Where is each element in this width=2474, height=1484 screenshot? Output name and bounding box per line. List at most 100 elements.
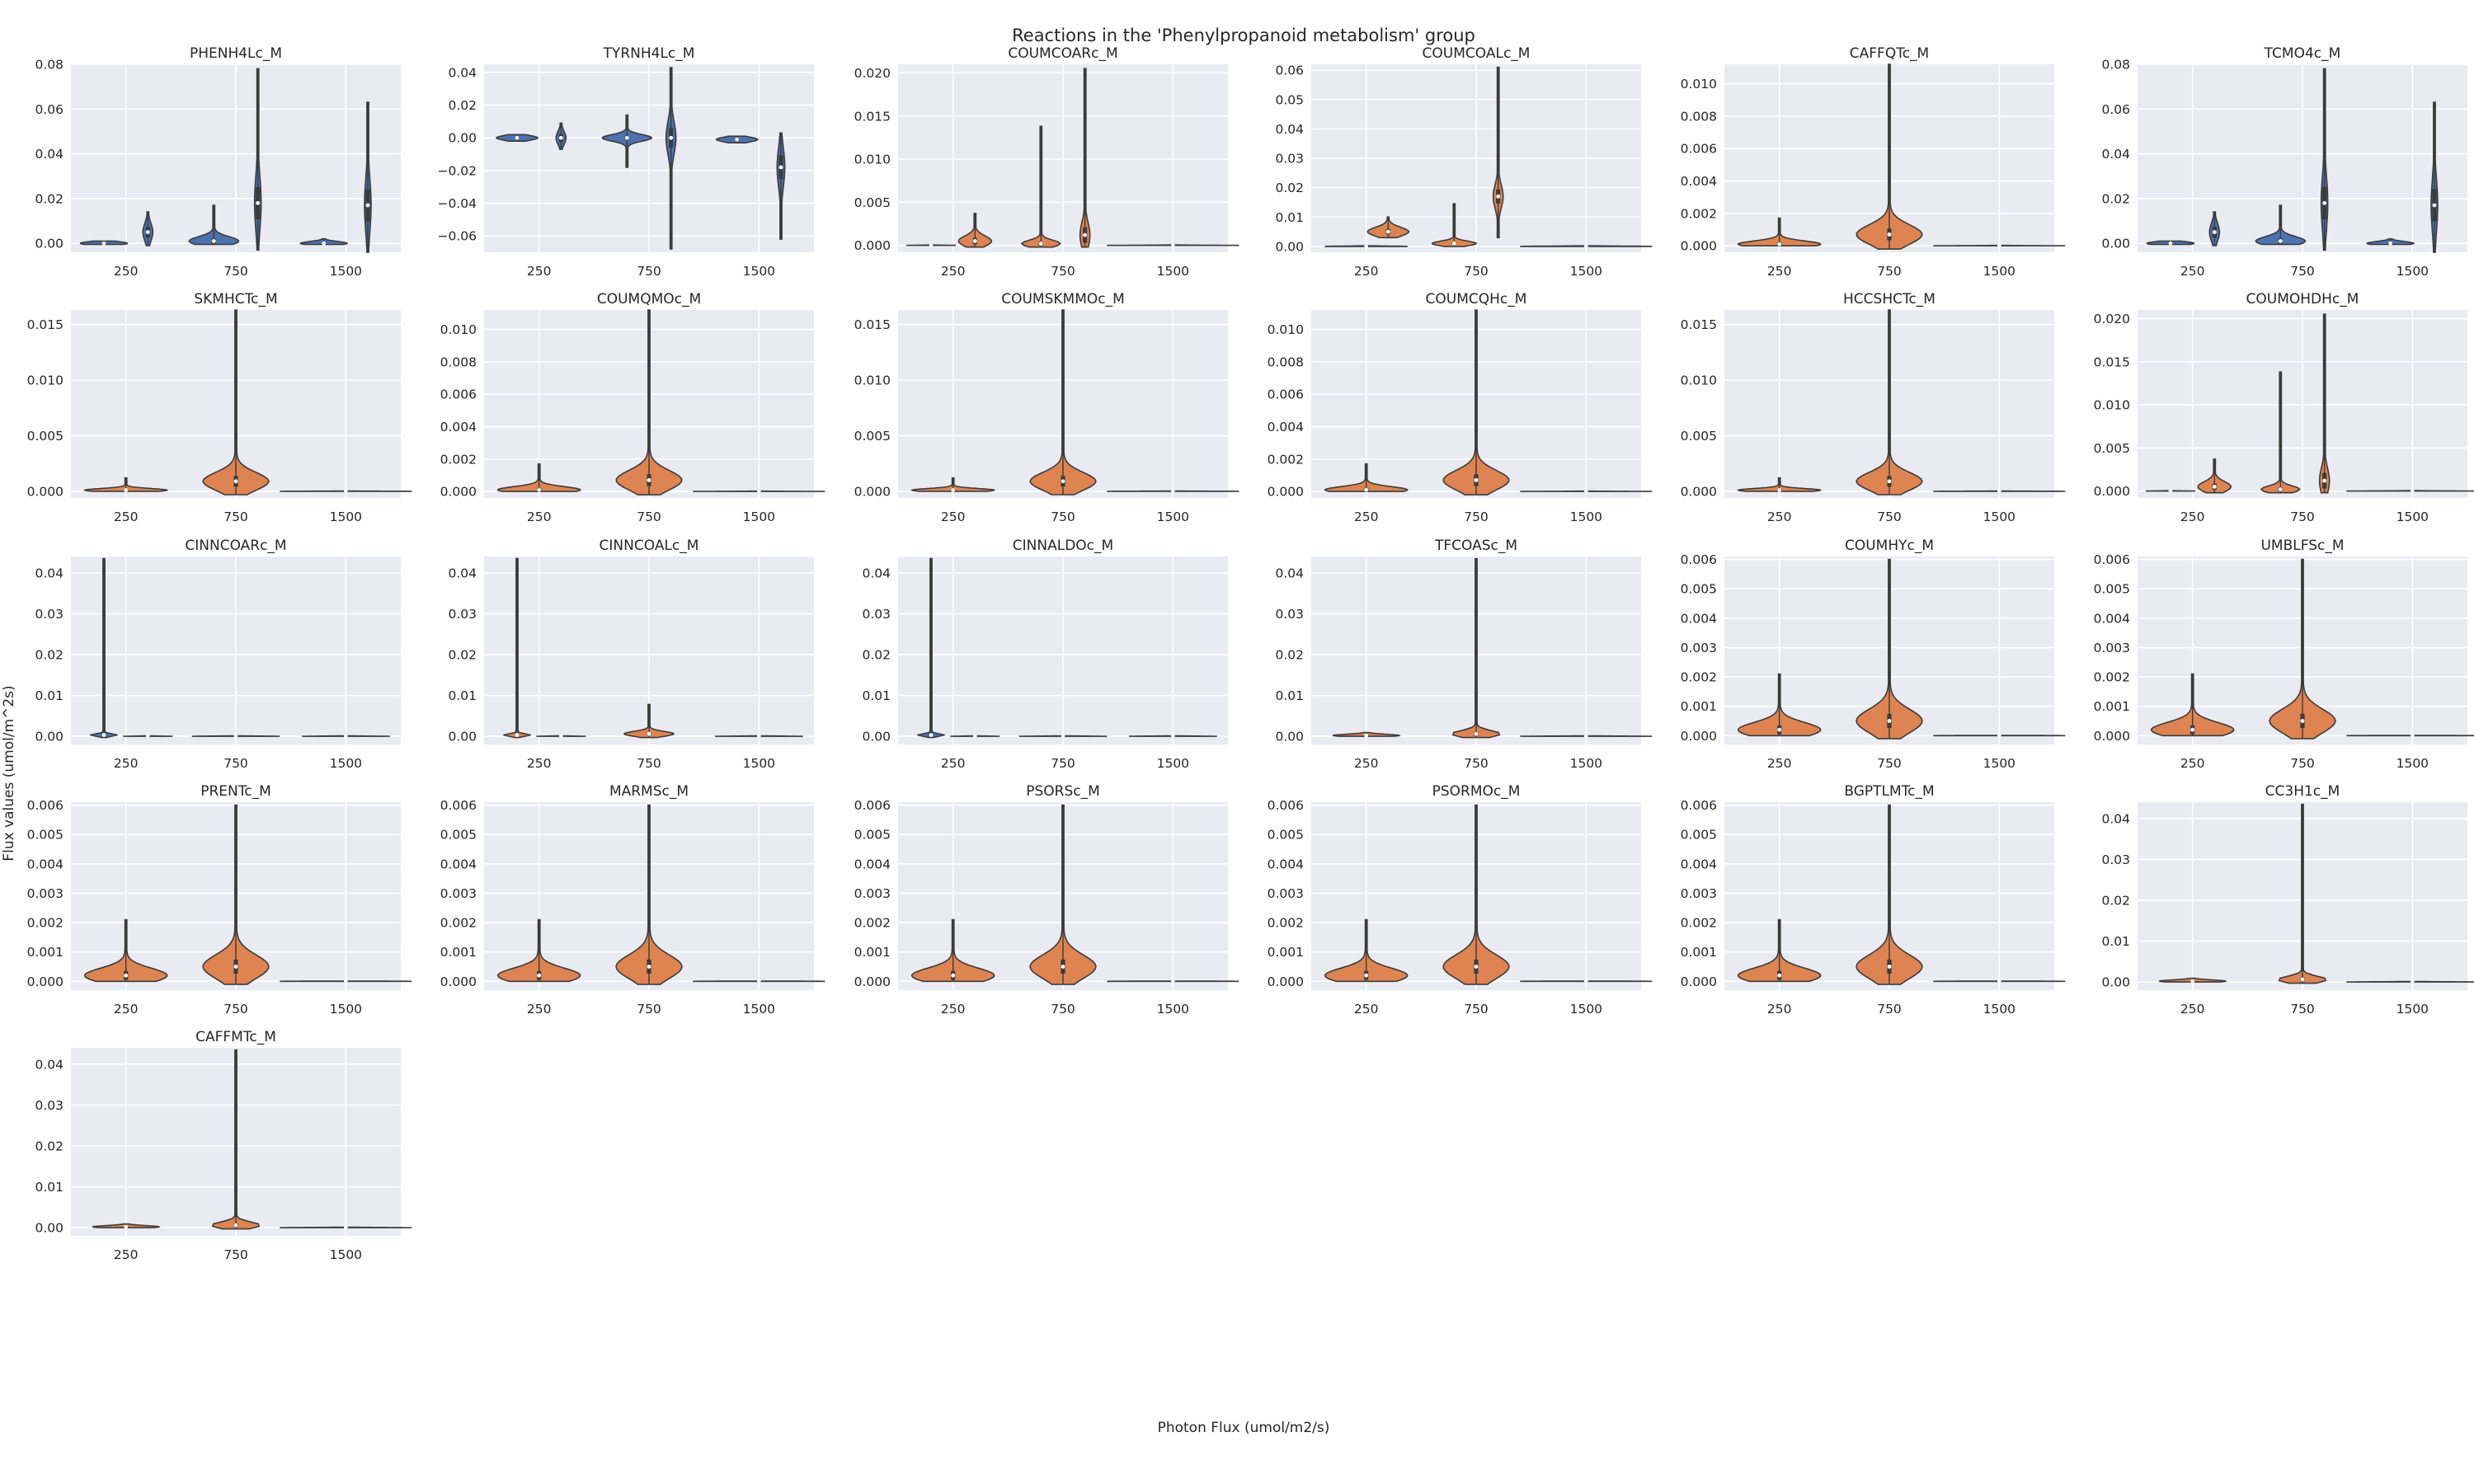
figure-title: Reactions in the 'Phenylpropanoid metabo… xyxy=(1012,26,1475,45)
violin-median-dot xyxy=(322,241,327,246)
subplot-panel: 0.00 0.01 0.02 0.03 0.04 250 750 1500 CINNALDOc_… xyxy=(862,538,1228,771)
subplot-grid: 0.00 0.02 0.04 0.06 0.08 250 750 1500 PHENH4Lc_M… xyxy=(27,45,2474,1262)
violin-median-dot xyxy=(735,137,740,142)
y-tick-label: 0.003 xyxy=(1681,886,1717,901)
y-tick-label: 0.002 xyxy=(440,452,477,467)
y-tick-label: 0.002 xyxy=(2094,670,2130,685)
x-tick-label: 1500 xyxy=(1983,756,2015,771)
subplot-title: CAFFMTc_M xyxy=(195,1029,276,1045)
violin-median-dot xyxy=(1997,733,2001,738)
subplot-title: COUMOHDHc_M xyxy=(2246,291,2359,308)
violin-median-dot xyxy=(1474,477,1479,482)
y-tick-label: 0.001 xyxy=(854,945,891,960)
y-tick-label: 0.000 xyxy=(2094,484,2130,499)
x-tick-label: 1500 xyxy=(743,510,775,524)
y-tick-label: 0.04 xyxy=(35,147,63,162)
y-tick-label: 0.000 xyxy=(854,484,891,499)
y-tick-label: 0.001 xyxy=(1681,699,1717,714)
violin-median-dot xyxy=(972,239,977,243)
y-tick-label: 0.020 xyxy=(2094,312,2130,326)
x-tick-label: 750 xyxy=(1877,756,1902,771)
y-tick-label: 0.000 xyxy=(1681,484,1717,499)
y-tick-label: 0.006 xyxy=(440,798,477,813)
violin-median-dot xyxy=(1777,727,1782,732)
y-tick-label: 0.006 xyxy=(1681,798,1717,813)
y-tick-label: 0.002 xyxy=(854,916,891,931)
x-tick-label: 750 xyxy=(2290,1002,2315,1017)
y-tick-label: 0.000 xyxy=(854,974,891,989)
y-tick-label: 0.00 xyxy=(35,1221,63,1236)
subplot-title: BGPTLMTc_M xyxy=(1844,783,1934,800)
y-tick-label: 0.01 xyxy=(1275,688,1304,703)
y-tick-label: 0.004 xyxy=(1268,420,1304,434)
y-tick-label: 0.001 xyxy=(440,945,477,960)
x-tick-label: 750 xyxy=(2290,510,2315,524)
violin-median-dot xyxy=(124,1224,129,1229)
y-tick-label: 0.000 xyxy=(1681,974,1717,989)
y-tick-label: 0.00 xyxy=(35,237,63,251)
x-tick-label: 750 xyxy=(637,756,661,771)
x-tick-label: 750 xyxy=(223,1002,248,1017)
x-tick-label: 1500 xyxy=(330,1002,362,1017)
violin-median-dot xyxy=(124,488,129,492)
x-tick-label: 1500 xyxy=(1157,756,1189,771)
subplot-panel: 0.00 0.01 0.02 0.03 0.04 250 750 1500 CINNCOARc_… xyxy=(35,538,401,771)
subplot-panel: 0.000 0.001 0.002 0.003 0.004 0.005 0.006 250 75… xyxy=(1681,783,2066,1017)
violin-median-dot xyxy=(647,965,651,969)
x-tick-label: 1500 xyxy=(743,1002,775,1017)
y-tick-label: 0.05 xyxy=(1275,92,1304,107)
x-tick-label: 250 xyxy=(941,1002,966,1017)
x-tick-label: 750 xyxy=(1464,756,1489,771)
y-tick-label: 0.00 xyxy=(448,730,477,744)
x-tick-label: 250 xyxy=(941,264,966,279)
violin-median-dot xyxy=(515,135,520,140)
subplot-title: PRENTc_M xyxy=(200,783,271,800)
y-tick-label: 0.006 xyxy=(27,798,63,813)
violin-median-dot xyxy=(2278,239,2283,243)
y-tick-label: 0.006 xyxy=(1268,798,1304,813)
violin-median-dot xyxy=(343,489,348,494)
y-tick-label: 0.010 xyxy=(854,373,891,387)
y-tick-label: 0.01 xyxy=(35,1180,63,1195)
violin-median-dot xyxy=(669,135,674,140)
y-tick-label: 0.04 xyxy=(448,65,477,80)
y-tick-label: 0.00 xyxy=(1275,730,1304,744)
violin-median-dot xyxy=(2300,719,2305,723)
y-tick-label: 0.002 xyxy=(1681,670,1717,685)
subplot-panel: 0.000 0.005 0.010 0.015 0.020 250 750 1500 COUMC… xyxy=(854,45,1239,279)
y-tick-label: 0.00 xyxy=(1275,239,1304,254)
y-tick-label: 0.002 xyxy=(1681,916,1717,931)
y-tick-label: 0.04 xyxy=(1275,122,1304,137)
violin-median-dot xyxy=(929,733,934,737)
x-tick-label: 1500 xyxy=(330,1247,362,1262)
violin-median-dot xyxy=(624,135,629,140)
violin-median-dot xyxy=(1777,488,1782,492)
y-tick-label: 0.010 xyxy=(1268,322,1304,337)
x-tick-label: 750 xyxy=(1464,264,1489,279)
x-tick-label: 750 xyxy=(1051,1002,1075,1017)
y-tick-label: 0.003 xyxy=(440,886,477,901)
x-tick-label: 1500 xyxy=(330,264,362,279)
y-tick-label: 0.005 xyxy=(1681,582,1717,597)
x-tick-label: 250 xyxy=(114,264,139,279)
y-tick-label: 0.004 xyxy=(1681,857,1717,871)
y-tick-label: 0.00 xyxy=(2101,237,2130,251)
violin-median-dot xyxy=(101,733,106,737)
x-tick-label: 750 xyxy=(1051,510,1075,524)
y-tick-label: 0.005 xyxy=(854,195,891,210)
y-tick-label: 0.04 xyxy=(2101,147,2130,162)
y-tick-label: 0.04 xyxy=(1275,566,1304,580)
subplot-panel: 0.000 0.001 0.002 0.003 0.004 0.005 0.006 250 75… xyxy=(854,783,1239,1017)
y-tick-label: 0.015 xyxy=(1681,317,1717,332)
y-tick-label: 0.010 xyxy=(2094,398,2130,413)
y-tick-label: 0.04 xyxy=(2101,811,2130,826)
subplot-title: PHENH4Lc_M xyxy=(190,45,282,62)
x-tick-label: 250 xyxy=(1354,510,1379,524)
violin-median-dot xyxy=(972,734,977,739)
violin-median-dot xyxy=(1583,244,1588,249)
y-tick-label: 0.001 xyxy=(1268,945,1304,960)
violin-median-dot xyxy=(1583,489,1588,494)
x-tick-label: 250 xyxy=(1767,264,1792,279)
y-tick-label: 0.001 xyxy=(2094,699,2130,714)
subplot-panel: 0.000 0.001 0.002 0.003 0.004 0.005 0.006 250 75… xyxy=(440,783,825,1017)
